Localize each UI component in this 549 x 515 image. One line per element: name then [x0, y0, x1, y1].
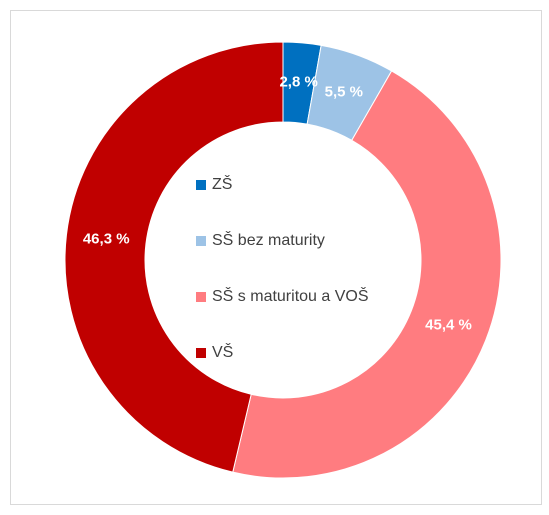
legend-marker [196, 292, 206, 302]
slice [64, 41, 284, 473]
legend-label: SŠ s maturitou a VOŠ [212, 286, 369, 305]
value-label: 45,4 % [425, 316, 472, 333]
legend-marker [196, 180, 206, 190]
legend-label: VŠ [212, 342, 233, 361]
legend-label: ZŠ [212, 174, 232, 193]
legend-marker [196, 236, 206, 246]
value-label: 2,8 % [279, 74, 317, 91]
legend-label: SŠ bez maturity [212, 230, 325, 249]
value-label: 46,3 % [83, 230, 130, 247]
slice [232, 70, 502, 479]
legend-marker [196, 348, 206, 358]
value-label: 5,5 % [325, 84, 363, 101]
